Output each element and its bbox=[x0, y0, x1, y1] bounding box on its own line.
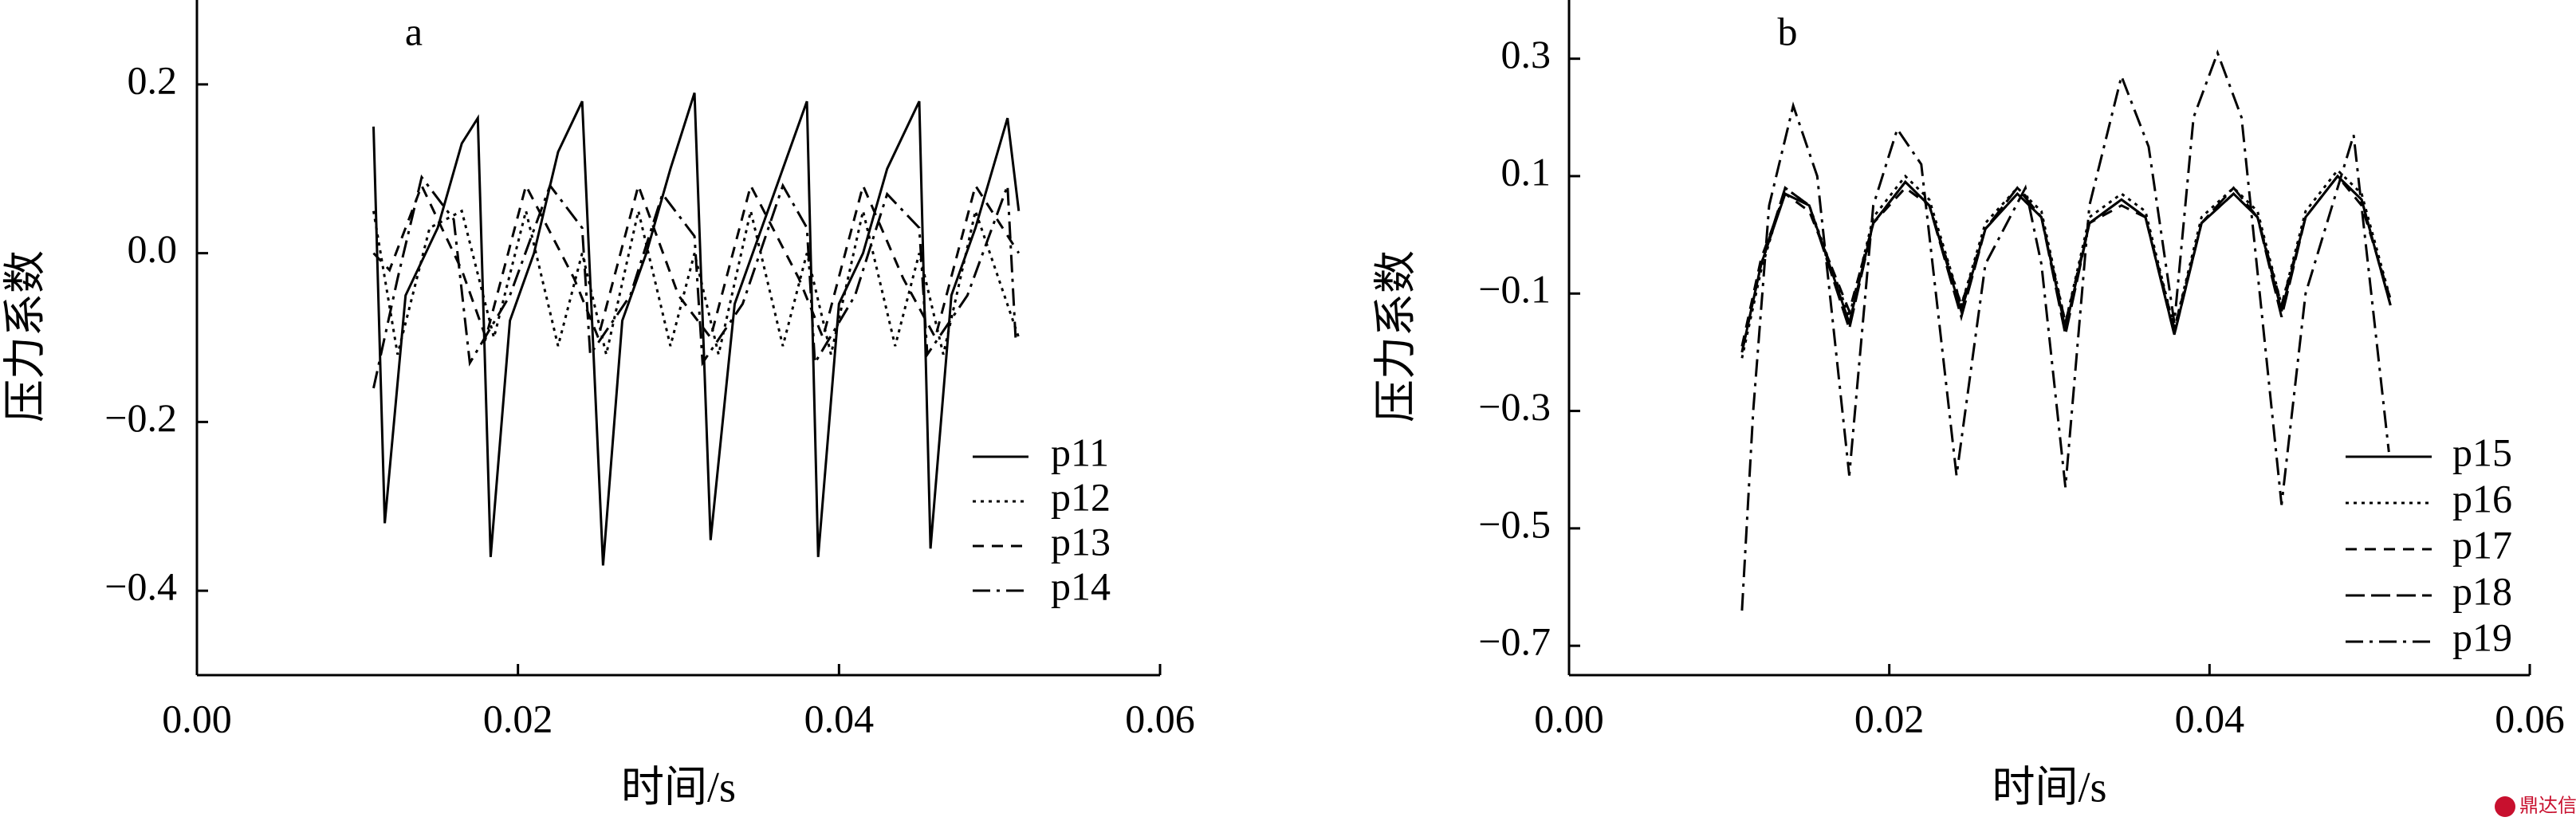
y-tick-label: −0.7 bbox=[1478, 619, 1551, 664]
series-line bbox=[372, 92, 1021, 566]
y-tick-label: −0.3 bbox=[1478, 384, 1551, 429]
legend-label: p15 bbox=[2452, 430, 2512, 474]
panel-title: a bbox=[405, 9, 423, 53]
legend-label: p11 bbox=[1051, 430, 1109, 474]
legend-label: p16 bbox=[2452, 476, 2512, 520]
x-tick-label: 0.04 bbox=[2175, 696, 2245, 740]
series-line bbox=[1740, 49, 2390, 611]
x-tick-label: 0.06 bbox=[1125, 696, 1195, 740]
x-tick-label: 0.00 bbox=[162, 696, 232, 740]
series-line bbox=[372, 181, 1021, 342]
y-tick-label: 0.1 bbox=[1501, 149, 1551, 194]
legend-label: p17 bbox=[2452, 522, 2512, 567]
x-tick-label: 0.00 bbox=[1534, 696, 1604, 740]
x-tick-label: 0.02 bbox=[483, 696, 553, 740]
x-tick-label: 0.04 bbox=[804, 696, 875, 740]
legend-label: p18 bbox=[2452, 568, 2512, 613]
y-tick-label: −0.1 bbox=[1478, 267, 1551, 312]
series-line bbox=[1740, 174, 2392, 353]
legend-label: p13 bbox=[1051, 519, 1111, 564]
y-tick-label: 0.0 bbox=[128, 226, 178, 271]
y-axis-label: 压力系数 bbox=[1, 250, 49, 422]
series-line bbox=[372, 206, 1021, 356]
x-tick-label: 0.06 bbox=[2495, 696, 2565, 740]
x-axis-label: 时间/s bbox=[1992, 763, 2106, 811]
y-tick-label: 0.3 bbox=[1501, 32, 1551, 77]
y-axis-label: 压力系数 bbox=[1371, 250, 1419, 422]
legend-label: p19 bbox=[2452, 615, 2512, 659]
y-tick-label: −0.4 bbox=[104, 564, 177, 609]
y-tick-label: −0.5 bbox=[1478, 501, 1551, 546]
legend-label: p12 bbox=[1051, 474, 1111, 519]
watermark-logo bbox=[2495, 796, 2515, 817]
series-line bbox=[1740, 174, 2392, 347]
watermark: 鼎达信 bbox=[2519, 795, 2576, 817]
x-tick-label: 0.02 bbox=[1854, 696, 1925, 740]
x-axis-label: 时间/s bbox=[621, 763, 736, 811]
panel-title: b bbox=[1778, 9, 1798, 53]
legend-label: p14 bbox=[1051, 564, 1111, 608]
series-line bbox=[372, 174, 1017, 389]
y-tick-label: −0.2 bbox=[104, 395, 177, 440]
y-tick-label: 0.2 bbox=[128, 57, 178, 102]
